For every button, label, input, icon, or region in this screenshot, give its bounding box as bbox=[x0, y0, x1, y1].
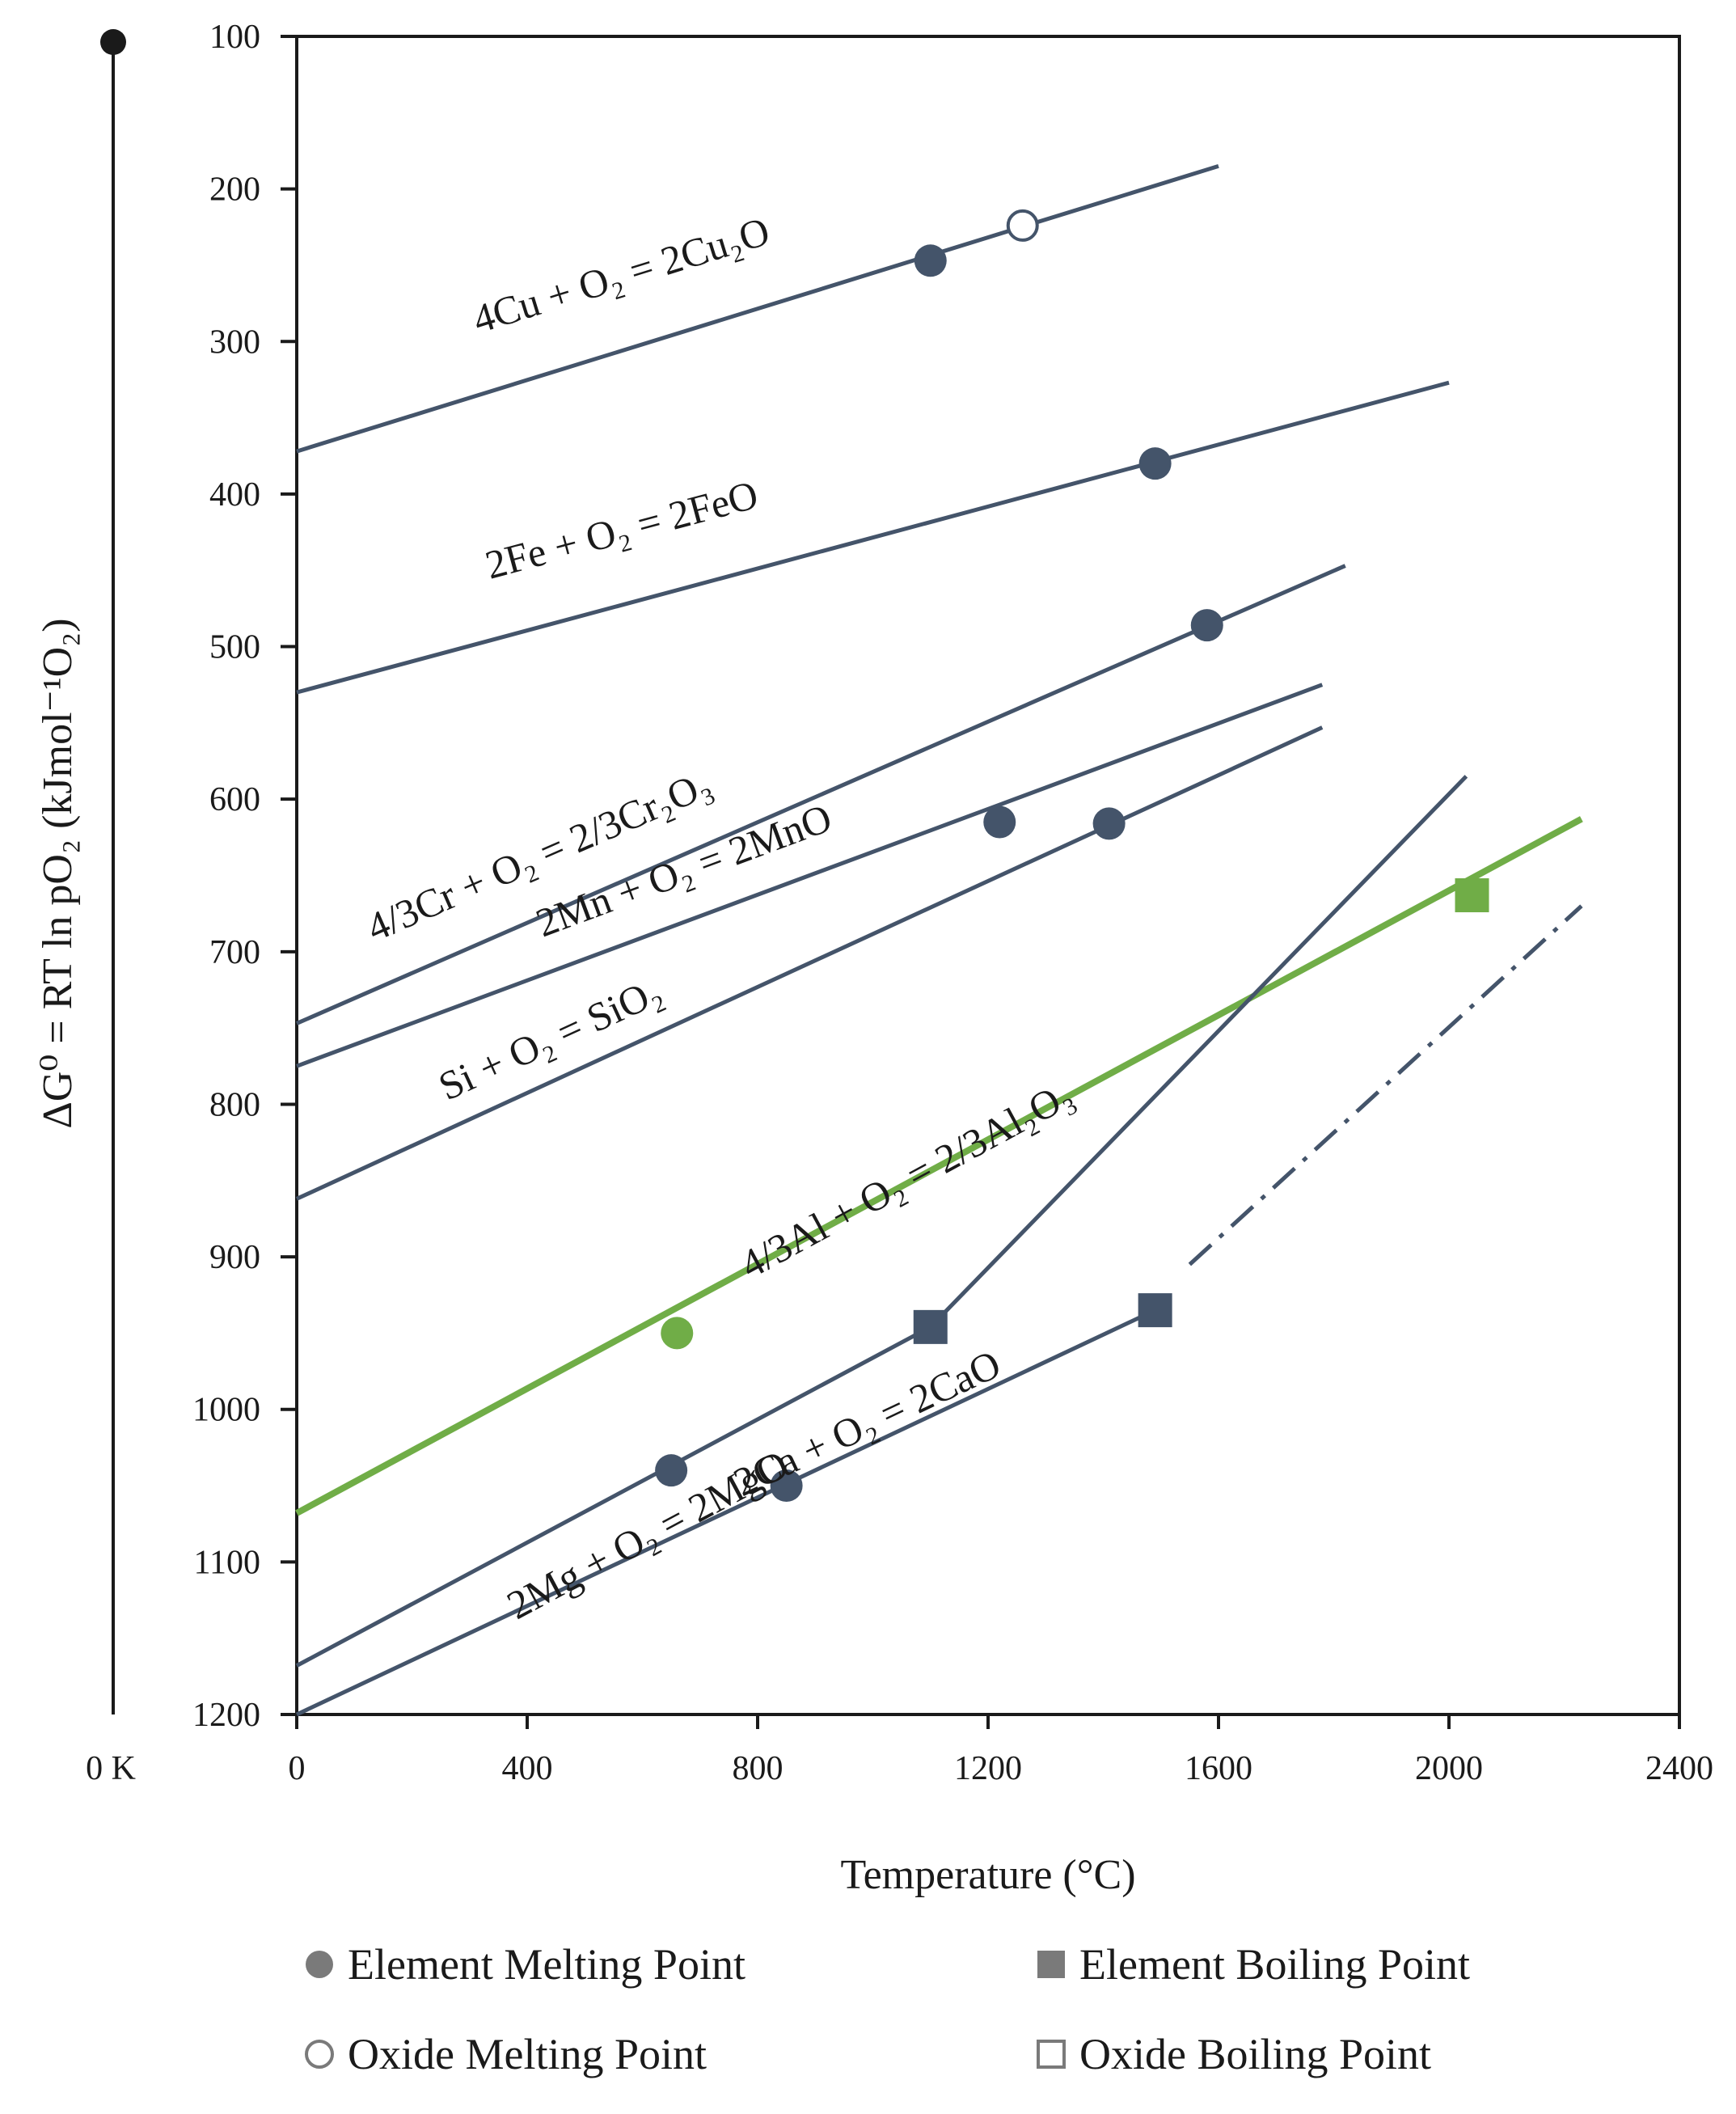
marker-oxide-melting-4cu-o2-2cu2o bbox=[1006, 209, 1039, 242]
series-lines bbox=[295, 163, 1583, 1717]
series-line-si-o2-sio2 bbox=[295, 725, 1324, 1201]
legend-symbol-open-circle bbox=[305, 2040, 334, 2069]
x-tick-label-2000: 2000 bbox=[1415, 1750, 1483, 1787]
zero-kelvin-axis bbox=[100, 29, 126, 1714]
legend: Element Melting Point Element Boiling Poi… bbox=[305, 1940, 1470, 2078]
series-line-2mn-o2-2mno bbox=[296, 683, 1324, 1068]
legend-symbol-filled-circle bbox=[306, 1951, 333, 1978]
x-axis-title: Temperature (°C) bbox=[840, 1852, 1135, 1898]
marker-element-melting-2mn-o2-2mno bbox=[983, 805, 1016, 839]
y-tick-label-700: 700 bbox=[209, 934, 260, 971]
series-label-4cu-o2-2cu2o: 4Cu + O₂ = 2Cu₂O bbox=[467, 208, 775, 342]
series-line-2ca-o2-2cao bbox=[295, 1308, 1156, 1717]
x-axis-ticks: 0 400 800 1200 1600 2000 2400 bbox=[289, 1714, 1713, 1787]
legend-label-oxide-melting-point: Oxide Melting Point bbox=[348, 2030, 707, 2078]
marker-element-melting-2fe-o2-2feo bbox=[1138, 447, 1172, 480]
marker-element-melting-2mg-o2-2mgo bbox=[655, 1454, 688, 1487]
marker-element-boiling-2ca-o2-2cao bbox=[1138, 1293, 1172, 1328]
y-tick-label-1200: 1200 bbox=[192, 1697, 260, 1734]
y-tick-label-400: 400 bbox=[209, 476, 260, 514]
x-tick-label-800: 800 bbox=[733, 1750, 784, 1787]
y-axis-title: ΔG⁰ = RT ln pO₂ (kJmol⁻¹O₂) bbox=[35, 618, 81, 1128]
series-line-2fe-o2-2feo bbox=[296, 380, 1450, 695]
marker-element-melting-4cu-o2-2cu2o bbox=[914, 244, 947, 277]
y-tick-label-300: 300 bbox=[209, 323, 260, 361]
series-dashed-extension-2ca-o2-2cao bbox=[1188, 904, 1583, 1266]
legend-label-element-boiling-point: Element Boiling Point bbox=[1079, 1940, 1470, 1989]
y-tick-label-800: 800 bbox=[209, 1086, 260, 1123]
legend-symbol-open-square bbox=[1037, 2040, 1066, 2069]
legend-label-oxide-boiling-point: Oxide Boiling Point bbox=[1079, 2030, 1431, 2078]
x-tick-label-0: 0 bbox=[289, 1750, 306, 1787]
marker-element-melting-si-o2-sio2 bbox=[1092, 807, 1126, 840]
series-label-2fe-o2-2feo: 2Fe + O₂ = 2FeO bbox=[480, 471, 762, 588]
x-tick-label-1600: 1600 bbox=[1185, 1750, 1252, 1787]
legend-label-element-melting-point: Element Melting Point bbox=[348, 1940, 746, 1989]
y-tick-label-500: 500 bbox=[209, 629, 260, 666]
y-tick-label-1000: 1000 bbox=[192, 1392, 260, 1429]
marker-element-melting-2ca-o2-2cao bbox=[770, 1469, 803, 1503]
y-tick-label-1100: 1100 bbox=[194, 1544, 260, 1581]
series-line-2mg-o2-2mgo bbox=[295, 775, 1468, 1668]
marker-element-melting-4-3cr-o2-2-3cr2o3 bbox=[1190, 609, 1223, 642]
y-axis-ticks: 100 200 300 400 500 600 700 800 900 1000 1100 1200 bbox=[192, 19, 297, 1734]
legend-symbol-filled-square bbox=[1037, 1951, 1065, 1978]
y-tick-label-200: 200 bbox=[209, 171, 260, 209]
series-line-4-3al-o2-2-3al2o3 bbox=[295, 816, 1583, 1516]
x-tick-label-400: 400 bbox=[502, 1750, 553, 1787]
y-tick-label-900: 900 bbox=[209, 1239, 260, 1276]
y-tick-label-100: 100 bbox=[209, 19, 260, 56]
zero-kelvin-dot bbox=[100, 29, 126, 55]
zero-kelvin-label: 0 K bbox=[86, 1750, 136, 1787]
series-label-4-3al-o2-2-3al2o3: 4/3Al + O₂ = 2/3Al₂O₃ bbox=[733, 1071, 1080, 1287]
series-label-si-o2-sio2: Si + O₂ = SiO₂ bbox=[432, 968, 669, 1110]
series-label-2ca-o2-2cao: 2Ca + O₂ = 2CaO bbox=[727, 1341, 1007, 1505]
y-tick-label-600: 600 bbox=[209, 781, 260, 818]
marker-element-boiling-2mg-o2-2mgo bbox=[913, 1309, 948, 1344]
marker-oxide-melting-4-3al-o2-2-3al2o3 bbox=[1455, 878, 1489, 913]
series-line-4-3cr-o2-2-3cr2o3 bbox=[296, 564, 1346, 1025]
series-line-4cu-o2-2cu2o bbox=[296, 163, 1219, 454]
x-tick-label-2400: 2400 bbox=[1645, 1750, 1713, 1787]
x-tick-label-1200: 1200 bbox=[954, 1750, 1022, 1787]
marker-element-melting-4-3al-o2-2-3al2o3 bbox=[661, 1317, 694, 1350]
series-markers bbox=[655, 209, 1489, 1503]
